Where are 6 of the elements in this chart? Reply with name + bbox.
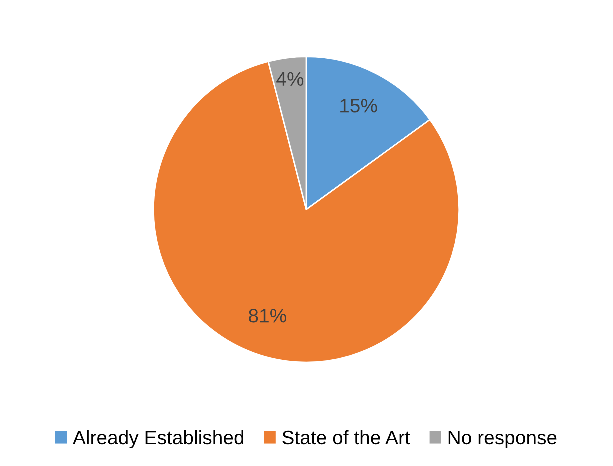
data-label: 4% [276,72,304,86]
legend-label: State of the Art [282,430,410,445]
data-label: 15% [340,99,378,113]
legend-label: No response [448,431,557,448]
legend-label: Already Established [72,430,244,448]
data-label: 81% [249,309,286,323]
